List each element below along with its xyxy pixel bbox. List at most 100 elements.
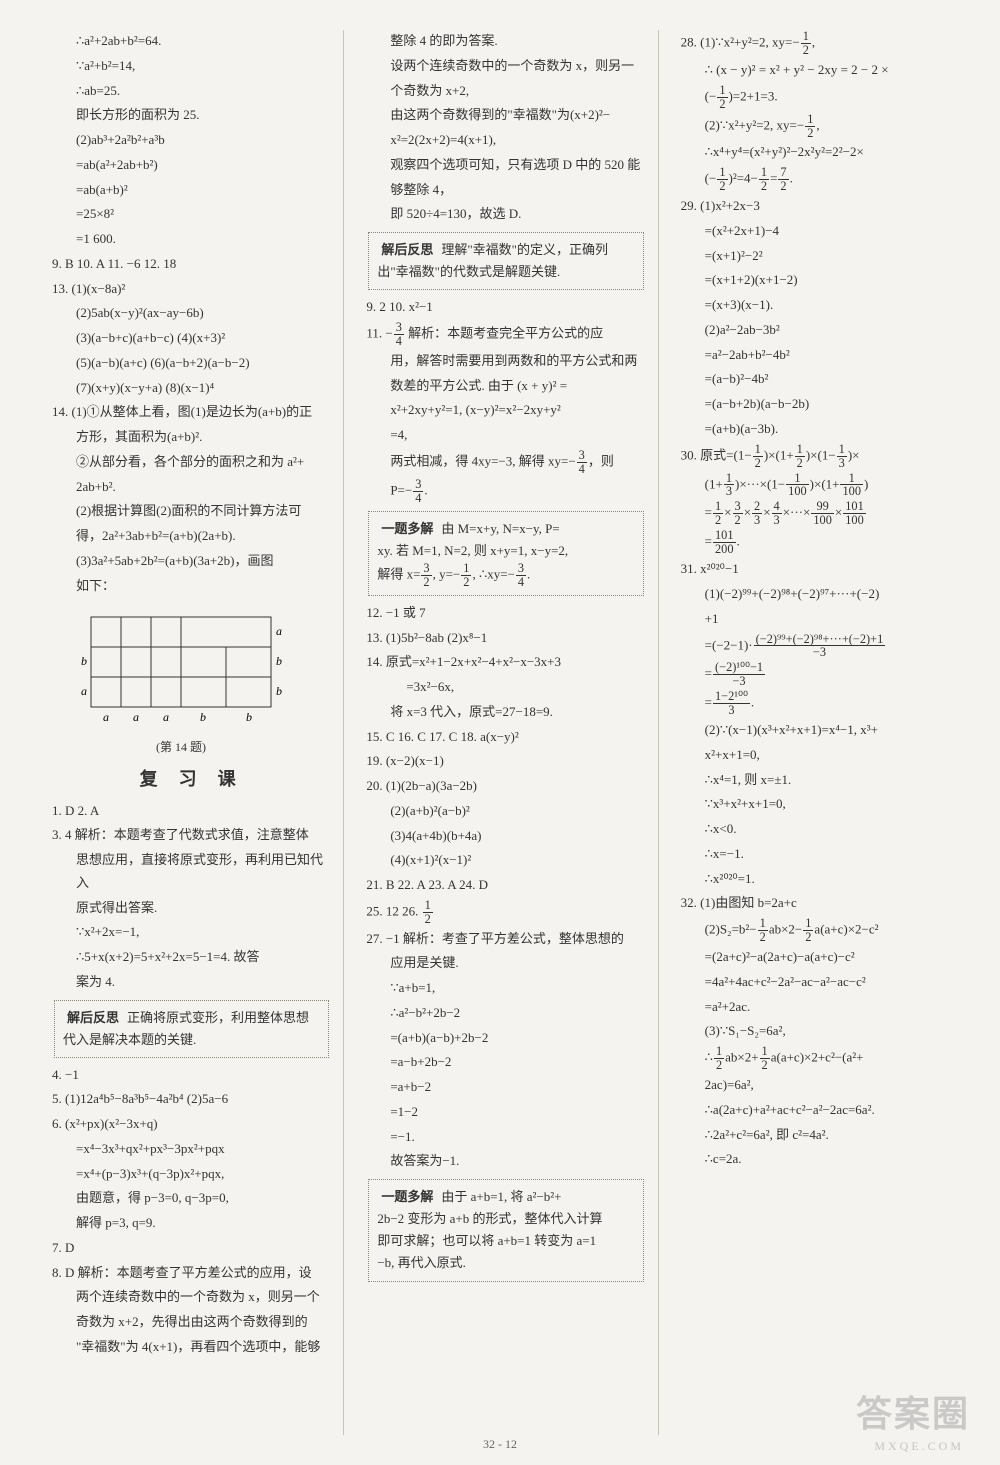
- text-line: 故答案为−1.: [366, 1150, 645, 1173]
- text-line: =x⁴+(p−3)x³+(q−3p)x²+pqx,: [52, 1163, 331, 1186]
- text-line: (3)4(a+4b)(b+4a): [366, 825, 645, 848]
- text-line: =(−2)¹⁰⁰−1−3: [681, 661, 960, 688]
- text-line: 2ab+b².: [52, 476, 331, 499]
- text-line: ∴x²⁰²⁰=1.: [681, 868, 960, 891]
- text-line: ∵a+b=1,: [366, 977, 645, 1000]
- text-line: ∵a²+b²=14,: [52, 55, 331, 78]
- text-line: =25×8²: [52, 203, 331, 226]
- text-line: (−12)²=4−12=72.: [681, 166, 960, 193]
- svg-text:a: a: [103, 710, 109, 724]
- text-line: 即 520÷4=130，故选 D.: [366, 203, 645, 226]
- text-line: 由题意，得 p−3=0, q−3p=0,: [52, 1187, 331, 1210]
- text-line: =(x+1)²−2²: [681, 245, 960, 268]
- text-line: =(a+b)(a−3b).: [681, 418, 960, 441]
- note-box: 一题多解由 M=x+y, N=x−y, P= xy. 若 M=1, N=2, 则…: [368, 511, 643, 596]
- text-line: 13. (1)5b²−8ab (2)x⁸−1: [366, 627, 645, 650]
- text-line: 即长方形的面积为 25.: [52, 104, 331, 127]
- text-line: (2)ab³+2a²b²+a³b: [52, 129, 331, 152]
- text-line: =3x²−6x,: [366, 676, 645, 699]
- svg-text:a: a: [133, 710, 139, 724]
- text-line: 27. −1 解析：考查了平方差公式，整体思想的: [366, 928, 645, 951]
- text-line: =(a+b)(a−b)+2b−2: [366, 1027, 645, 1050]
- text-line: (3)(a−b+c)(a+b−c) (4)(x+3)²: [52, 327, 331, 350]
- text-line: 数差的平方公式. 由于 (x + y)² =: [366, 375, 645, 398]
- text-line: 原式得出答案.: [52, 897, 331, 920]
- svg-text:a: a: [276, 624, 282, 638]
- text-line: 个奇数为 x+2,: [366, 80, 645, 103]
- text-line: =12×32×23×43×···×99100×101100: [681, 500, 960, 527]
- svg-text:b: b: [246, 710, 252, 724]
- note-box: 一题多解由于 a+b=1, 将 a²−b²+ 2b−2 变形为 a+b 的形式，…: [368, 1179, 643, 1281]
- text-line: =(x²+2x+1)−4: [681, 220, 960, 243]
- content-columns: ∴a²+2ab+b²=64. ∵a²+b²=14, ∴ab=25. 即长方形的面…: [48, 30, 964, 1435]
- text-line: 31. x²⁰²⁰−1: [681, 558, 960, 581]
- text-line: (2)a²−2ab−3b²: [681, 319, 960, 342]
- text-line: (2)S₂=b²−12ab×2−12a(a+c)×2−c²: [681, 917, 960, 944]
- text-line: ∴x=−1.: [681, 843, 960, 866]
- text-line: 32. (1)由图知 b=2a+c: [681, 892, 960, 915]
- text-line: 如下：: [52, 575, 331, 598]
- text-line: 7. D: [52, 1237, 331, 1260]
- text-line: 14. 原式=x²+1−2x+x²−4+x²−x−3x+3: [366, 651, 645, 674]
- text-line: =ab(a+b)²: [52, 179, 331, 202]
- text-line: =x⁴−3x³+qx²+px³−3px²+pqx: [52, 1138, 331, 1161]
- grid-diagram: b a a b b a a a b b: [76, 607, 331, 735]
- text-line: ∴5+x(x+2)=5+x²+2x=5−1=4. 故答: [52, 946, 331, 969]
- text-line: (1)(−2)⁹⁹+(−2)⁹⁸+(−2)⁹⁷+···+(−2): [681, 583, 960, 606]
- text-line: ∴x⁴+y⁴=(x²+y²)²−2x²y²=2²−2×: [681, 141, 960, 164]
- text-line: 由这两个奇数得到的"幸福数"为(x+2)²−: [366, 104, 645, 127]
- column-1: ∴a²+2ab+b²=64. ∵a²+b²=14, ∴ab=25. 即长方形的面…: [48, 30, 344, 1435]
- text-line: ∴x<0.: [681, 818, 960, 841]
- text-line: 9. 2 10. x²−1: [366, 296, 645, 319]
- note-text: 由 M=x+y, N=x−y, P=: [441, 521, 559, 536]
- text-line: 30. 原式=(1−12)×(1+12)×(1−13)×: [681, 443, 960, 470]
- text-line: 将 x=3 代入，原式=27−18=9.: [366, 701, 645, 724]
- note-keyword: 一题多解: [377, 1186, 437, 1208]
- text-line: ∴2a²+c²=6a², 即 c²=4a².: [681, 1124, 960, 1147]
- text-line: =1−2¹⁰⁰3.: [681, 690, 960, 717]
- text-line: 6. (x²+px)(x²−3x+q): [52, 1113, 331, 1136]
- text-line: (3)3a²+5ab+2b²=(a+b)(3a+2b)，画图: [52, 550, 331, 573]
- text-line: x²=2(2x+2)=4(x+1),: [366, 129, 645, 152]
- text-line: 13. (1)(x−8a)²: [52, 278, 331, 301]
- text-line: 4. −1: [52, 1064, 331, 1087]
- text-line: =1 600.: [52, 228, 331, 251]
- text-line: =(a−b+2b)(a−b−2b): [681, 393, 960, 416]
- column-2: 整除 4 的即为答案. 设两个连续奇数中的一个奇数为 x，则另一 个奇数为 x+…: [358, 30, 658, 1435]
- text-line: 观察四个选项可知，只有选项 D 中的 520 能: [366, 154, 645, 177]
- svg-text:b: b: [276, 684, 282, 698]
- column-3: 28. (1)∵x²+y²=2, xy=−12, ∴ (x − y)² = x²…: [673, 30, 964, 1435]
- text-line: =−1.: [366, 1126, 645, 1149]
- text-line: (4)(x+1)²(x−1)²: [366, 849, 645, 872]
- note-box: 解后反思理解"幸福数"的定义，正确列出"幸福数"的代数式是解题关键.: [368, 232, 643, 290]
- text-line: (5)(a−b)(a+c) (6)(a−b+2)(a−b−2): [52, 352, 331, 375]
- text-line: 用，解答时需要用到两数和的平方公式和两: [366, 350, 645, 373]
- text-line: 应用是关键.: [366, 952, 645, 975]
- page-number: 32 - 12: [0, 1434, 1000, 1455]
- text-line: 两个连续奇数中的一个奇数为 x，则另一个: [52, 1286, 331, 1309]
- text-line: (2)∵(x−1)(x³+x²+x+1)=x⁴−1, x³+: [681, 719, 960, 742]
- text-line: =a²−2ab+b²−4b²: [681, 344, 960, 367]
- svg-text:b: b: [200, 710, 206, 724]
- text-line: 3. 4 解析：本题考查了代数式求值，注意整体: [52, 824, 331, 847]
- text-line: 整除 4 的即为答案.: [366, 30, 645, 53]
- text-line: =4,: [366, 424, 645, 447]
- text-line: 9. B 10. A 11. −6 12. 18: [52, 253, 331, 276]
- text-line: 8. D 解析：本题考查了平方差公式的应用，设: [52, 1262, 331, 1285]
- text-line: x²+x+1=0,: [681, 744, 960, 767]
- text-line: (2)(a+b)²(a−b)²: [366, 800, 645, 823]
- text-line: 14. (1)①从整体上看，图(1)是边长为(a+b)的正: [52, 401, 331, 424]
- text-line: (2)根据计算图(2)面积的不同计算方法可: [52, 500, 331, 523]
- note-keyword: 一题多解: [377, 518, 437, 540]
- text-line: +1: [681, 608, 960, 631]
- svg-text:a: a: [81, 684, 87, 698]
- watermark-sub: MXQE.COM: [874, 1436, 964, 1457]
- diagram-caption: (第 14 题): [76, 737, 286, 758]
- text-line: (2)∵x²+y²=2, xy=−12,: [681, 113, 960, 140]
- text-line: 两式相减，得 4xy=−3, 解得 xy=−34，则: [366, 449, 645, 476]
- text-line: ∴ab=25.: [52, 80, 331, 103]
- text-line: =a−b+2b−2: [366, 1051, 645, 1074]
- text-line: x²+2xy+y²=1, (x−y)²=x²−2xy+y²: [366, 399, 645, 422]
- text-line: "幸福数"为 4(x+1)，再看四个选项中，能够: [52, 1336, 331, 1359]
- text-line: 12. −1 或 7: [366, 602, 645, 625]
